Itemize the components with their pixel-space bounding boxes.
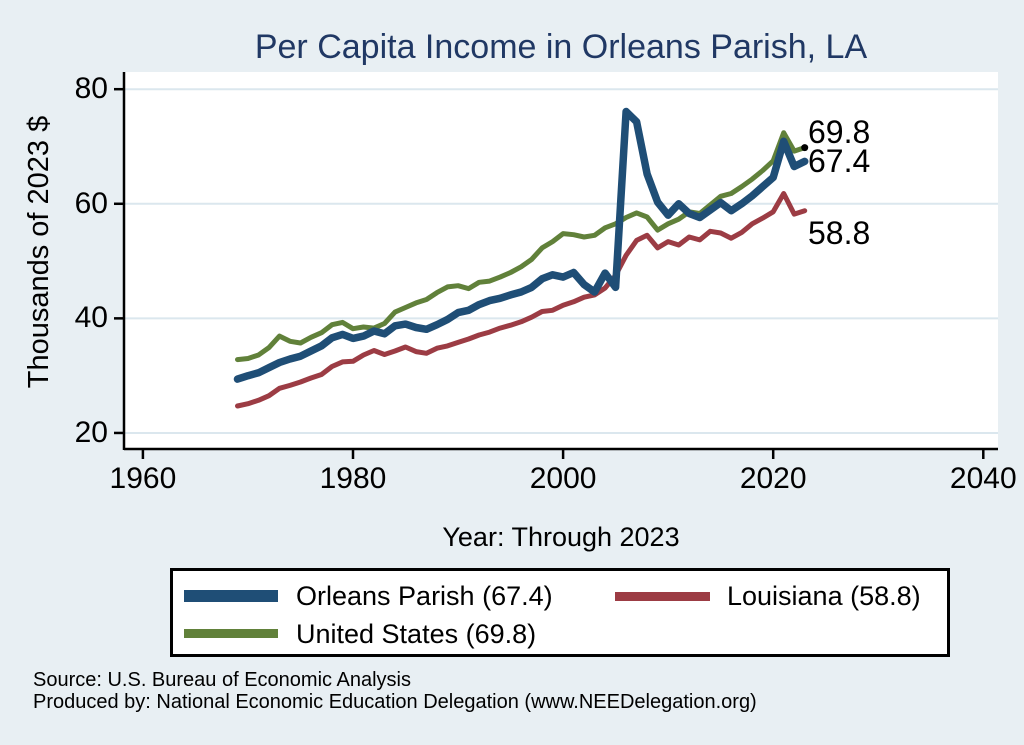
x-axis-title: Year: Through 2023 [442, 522, 680, 552]
end-label-louisiana: 58.8 [808, 214, 871, 251]
x-tick-label: 2000 [529, 462, 597, 495]
legend-label-orleans-parish: Orleans Parish (67.4) [296, 581, 553, 611]
legend [170, 568, 950, 657]
y-tick-label: 20 [74, 415, 108, 449]
series-line-louisiana [235, 191, 808, 409]
y-tick-label: 80 [74, 72, 108, 106]
produced-by-note: Produced by: National Economic Education… [33, 691, 757, 713]
y-tick-label: 40 [74, 301, 108, 335]
series-line-us [235, 130, 808, 363]
end-label-united-states: 69.8 [808, 113, 871, 150]
legend-label-louisiana: Louisiana (58.8) [727, 581, 921, 611]
y-tick-label: 60 [74, 186, 108, 220]
legend-swatch-orleans-parish [184, 590, 278, 602]
x-tick-label: 1980 [319, 462, 387, 495]
plot-background [124, 72, 998, 449]
legend-swatch-louisiana [615, 592, 710, 601]
series-line-orleans [233, 107, 809, 383]
x-tick-label: 2020 [739, 462, 807, 495]
end-label-orleans-parish: 67.4 [808, 143, 871, 180]
legend-swatch-united-states [184, 629, 278, 638]
source-note: Source: U.S. Bureau of Economic Analysis [33, 669, 411, 691]
x-tick-label: 1960 [109, 462, 177, 495]
legend-label-united-states: United States (69.8) [296, 619, 537, 649]
chart-title: Per Capita Income in Orleans Parish, LA [254, 28, 868, 66]
end-marker-dot-us [801, 144, 809, 152]
x-tick-label: 2040 [949, 462, 1017, 495]
y-axis-title: Thousands of 2023 $ [23, 115, 55, 389]
